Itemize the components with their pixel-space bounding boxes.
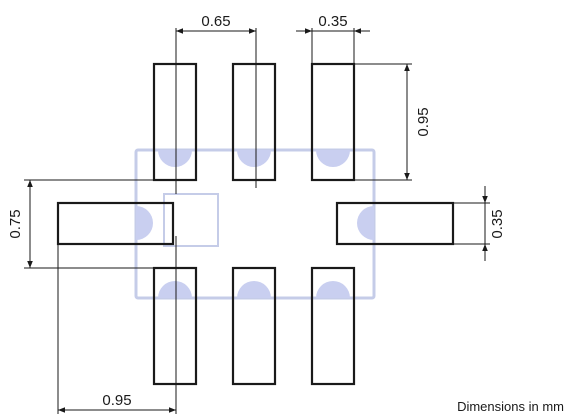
dim-side-span: 0.75 bbox=[7, 179, 176, 269]
lobe-bottom-3 bbox=[316, 281, 350, 298]
lobe-right bbox=[357, 206, 374, 240]
pad-right bbox=[335, 201, 455, 246]
dim-side-pad-width-label: 0.35 bbox=[489, 209, 506, 238]
dim-pitch-label: 0.65 bbox=[201, 13, 230, 30]
lobe-top-1 bbox=[158, 150, 192, 167]
dim-pad-length-label: 0.95 bbox=[415, 107, 432, 136]
dim-bottom-span-label: 0.95 bbox=[102, 392, 131, 409]
dim-side-span-label: 0.75 bbox=[7, 209, 24, 238]
dim-bottom-span: 0.95 bbox=[57, 236, 177, 414]
pad-bottom-3 bbox=[310, 266, 356, 386]
package-outline bbox=[134, 148, 376, 300]
lobe-top-2 bbox=[237, 150, 271, 167]
lobe-bottom-2 bbox=[237, 281, 271, 298]
pad-left bbox=[56, 201, 175, 246]
dim-pad-width-label: 0.35 bbox=[318, 13, 347, 30]
pad-top-3 bbox=[310, 62, 356, 182]
pad-bottom-2 bbox=[231, 266, 277, 386]
units-note: Dimensions in mm bbox=[457, 399, 564, 414]
terminal-lobes bbox=[136, 150, 374, 298]
dim-pad-width: 0.35 bbox=[296, 13, 370, 64]
dim-side-pad-width: 0.35 bbox=[453, 186, 506, 261]
lobe-bottom-1 bbox=[158, 281, 192, 298]
dim-pitch: 0.65 bbox=[175, 13, 257, 194]
lobe-left bbox=[136, 206, 153, 240]
pad-top-2 bbox=[231, 62, 277, 182]
dim-pad-length: 0.95 bbox=[354, 63, 432, 181]
lobe-top-3 bbox=[316, 150, 350, 167]
